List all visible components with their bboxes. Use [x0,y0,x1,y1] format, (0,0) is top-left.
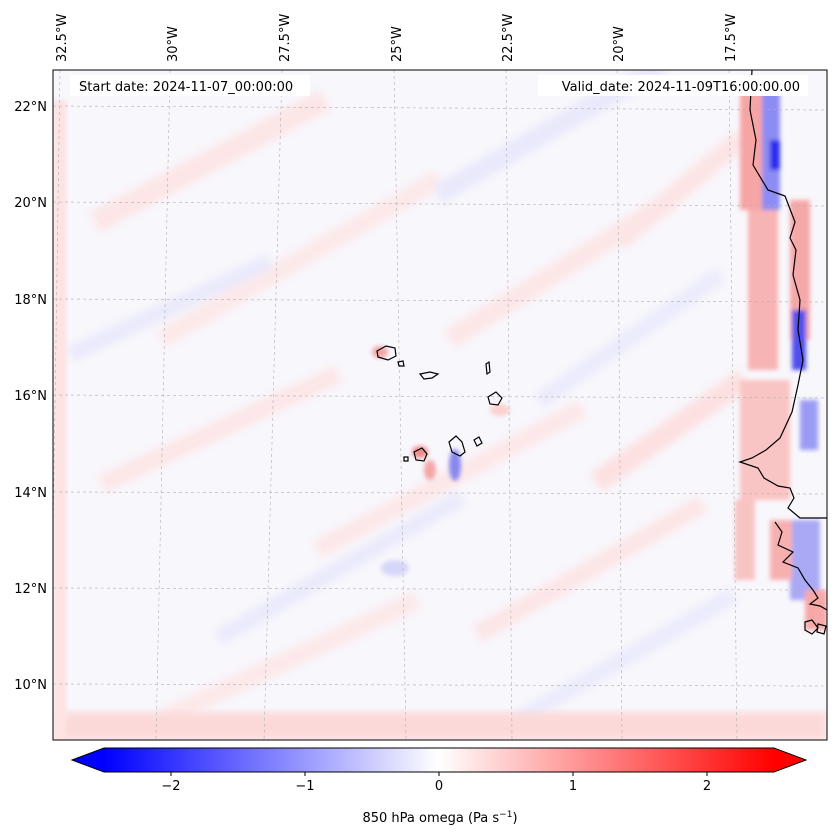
omega-field [53,70,827,740]
sao-nicolau-island [418,371,440,380]
longitude-labels: 32.5°W 30°W 27.5°W 25°W 22.5°W 20°W 17.5… [55,14,739,62]
santiago-island [448,435,466,457]
colorbar-tick-label: 1 [569,779,577,794]
lat-label-20n: 20°N [14,196,47,211]
colorbar: −2 −1 0 1 2 850 hPa omega (Pa s−1) [70,747,808,826]
lon-label-25w: 25°W [390,26,405,62]
fogo-island [413,447,428,462]
lat-label-10n: 10°N [14,678,47,693]
map-frame [52,69,828,741]
lon-label-32-5w: 32.5°W [55,14,70,62]
colorbar-tick-label: 0 [435,779,443,794]
africa-coastline [738,70,827,519]
lat-label-22n: 22°N [14,100,47,115]
lat-label-16n: 16°N [14,389,47,404]
valid-date-text: Valid_date: 2024-11-09T16:00:00.00 [562,80,800,95]
santo-antao-island [376,345,397,361]
colorbar-tick-label: −1 [295,779,314,794]
lon-label-20w: 20°W [612,26,627,62]
sal-island [485,360,491,376]
gridlines [53,70,827,740]
colorbar-extend-max [774,748,806,772]
lat-label-18n: 18°N [14,293,47,308]
boa-vista-island [487,391,503,406]
lon-label-30w: 30°W [166,26,181,62]
lon-label-27-5w: 27.5°W [278,14,293,62]
lat-label-12n: 12°N [14,582,47,597]
colorbar-extend-min [72,748,104,772]
lon-label-22-5w: 22.5°W [501,14,516,62]
colorbar-label: 850 hPa omega (Pa s−1) [362,810,517,826]
coastlines [376,70,827,635]
latitude-labels: 22°N 20°N 18°N 16°N 14°N 12°N 10°N [14,100,47,693]
maio-island [473,436,483,447]
start-date-annotation: Start date: 2024-11-07_00:00:00 [70,75,310,96]
lat-label-14n: 14°N [14,486,47,501]
lon-label-17-5w: 17.5°W [724,14,739,62]
colorbar-tick-label: 2 [703,779,711,794]
start-date-text: Start date: 2024-11-07_00:00:00 [79,80,293,95]
colorbar-ticks: −2 −1 0 1 2 [161,772,711,794]
gambia-coastline [774,521,827,611]
colorbar-outline [70,747,808,773]
sao-vicente-island [397,360,405,367]
colorbar-tick-label: −2 [161,779,180,794]
brava-island [403,456,409,462]
guinea-bissau-islands [804,619,827,635]
valid-date-annotation: Valid_date: 2024-11-09T16:00:00.00 [538,75,808,96]
map-panel [52,69,828,741]
colorbar-body [104,748,774,772]
